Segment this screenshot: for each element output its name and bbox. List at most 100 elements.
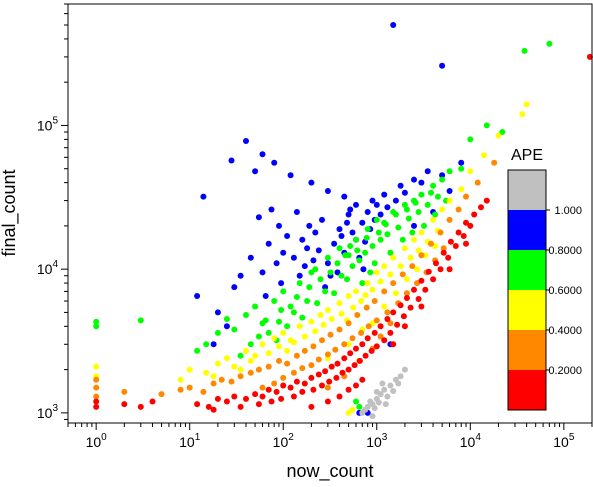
data-point (387, 271, 394, 278)
data-point (491, 159, 498, 166)
data-point (301, 380, 308, 387)
data-point (324, 260, 331, 267)
data-point (377, 236, 384, 243)
data-point (467, 222, 474, 229)
data-point (315, 247, 322, 254)
data-point (471, 211, 478, 218)
data-point (499, 129, 506, 135)
data-point (259, 341, 266, 348)
data-point (481, 152, 487, 159)
data-point (93, 398, 100, 405)
data-point (392, 197, 399, 204)
data-point (210, 373, 217, 380)
data-point (362, 249, 369, 256)
data-point (306, 284, 313, 291)
data-point (326, 378, 333, 385)
y-axis-title: final_count (0, 169, 20, 256)
data-point (228, 157, 235, 164)
data-point (93, 376, 100, 383)
data-point (375, 229, 382, 236)
data-point (243, 347, 249, 354)
data-point (430, 276, 437, 283)
data-point (177, 376, 184, 383)
data-point (293, 352, 300, 359)
data-point (93, 323, 100, 330)
data-point (407, 254, 414, 261)
data-point (223, 323, 230, 330)
data-point (418, 277, 425, 284)
data-point (437, 266, 444, 273)
data-point (338, 272, 345, 279)
data-point (377, 278, 384, 285)
data-point (369, 413, 376, 420)
data-point (203, 369, 210, 376)
data-point (403, 290, 410, 297)
data-point (354, 312, 361, 318)
data-point (214, 360, 221, 367)
data-point (304, 298, 311, 304)
data-point (546, 40, 553, 47)
colorbar-tick-label: 0.6000 (548, 285, 582, 297)
data-point (377, 323, 384, 330)
data-point (415, 247, 422, 254)
data-point (341, 193, 348, 200)
data-point (310, 257, 317, 264)
data-point (296, 323, 303, 330)
data-point (458, 165, 465, 172)
data-point (381, 303, 388, 310)
data-point (390, 309, 397, 316)
colorbar-band (508, 250, 546, 290)
data-point (387, 249, 394, 256)
data-point (460, 233, 467, 239)
data-point (345, 386, 352, 393)
data-point (301, 333, 308, 340)
data-point (428, 189, 434, 196)
data-point (312, 328, 319, 335)
data-point (177, 386, 184, 393)
data-point (336, 245, 343, 252)
data-point (411, 286, 417, 293)
data-point (210, 380, 217, 387)
data-point (401, 245, 408, 252)
data-point (296, 280, 303, 287)
data-point (312, 266, 319, 273)
data-point (293, 378, 300, 385)
data-point (231, 363, 238, 370)
data-point (387, 382, 394, 389)
data-point (586, 53, 593, 60)
data-point (384, 231, 391, 238)
data-point (93, 403, 100, 410)
data-point (200, 193, 207, 200)
data-point (382, 401, 389, 408)
data-point (315, 356, 322, 363)
data-point (324, 188, 331, 194)
data-point (276, 222, 282, 229)
data-point (299, 314, 306, 321)
data-point (218, 376, 225, 383)
data-point (203, 341, 210, 348)
data-point (338, 233, 345, 239)
data-point (308, 179, 315, 186)
data-point (121, 388, 128, 395)
data-point (319, 216, 325, 223)
data-point (395, 380, 402, 387)
data-point (347, 243, 354, 249)
data-point (328, 316, 335, 322)
colorbar-band (508, 210, 546, 250)
data-point (276, 343, 282, 350)
data-point (290, 369, 297, 376)
data-point (237, 352, 244, 359)
data-point (349, 263, 356, 270)
data-point (237, 366, 244, 373)
data-point (214, 309, 221, 316)
data-point (223, 316, 230, 322)
data-point (365, 323, 372, 330)
colorbar-title: APE (511, 147, 543, 164)
data-point (437, 229, 444, 236)
data-point (345, 341, 352, 348)
data-point (243, 138, 249, 144)
data-point (439, 206, 446, 213)
data-point (301, 347, 308, 354)
data-point (463, 240, 469, 247)
